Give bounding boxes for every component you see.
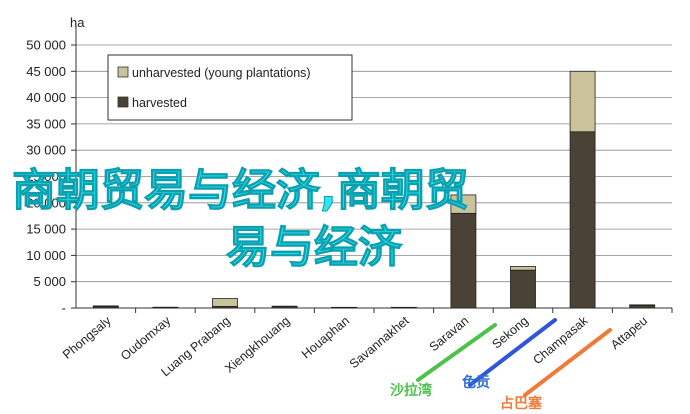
decorative-strokes: 沙拉湾 色贡 占巴塞 [390,318,612,412]
y-tick-labels: 50 000 45 000 40 000 35 000 30 000 25 000 20 0… [26,38,66,316]
y-tick-label: 15 000 [26,222,66,237]
watermark-saravan: 沙拉湾 [390,382,432,399]
y-tick-label: 10 000 [26,248,66,263]
watermark-champasak: 占巴塞 [500,395,543,412]
y-tick-label: - [62,301,66,316]
y-tick-label: 20 000 [26,195,66,210]
y-tick-label: 30 000 [26,143,66,158]
legend-label-harvested: harvested [132,96,187,110]
y-tick-label: 25 000 [26,169,66,184]
x-tick-label: Sekong [489,314,531,352]
y-tick-label: 50 000 [26,38,66,53]
bars [92,70,656,309]
bar-unharvested-attapeu [629,304,656,306]
legend-label-unharvested: unharvested (young plantations) [132,66,311,80]
bar-harvested-sekong [510,269,536,309]
legend-swatch-harvested [117,96,129,108]
y-tick-label: 45 000 [26,64,66,79]
y-tick-label: 5 000 [33,274,66,289]
overlay-line-1: 商朝贸易与经济,商朝贸 [12,165,469,216]
x-tick-label: Phongsaly [60,313,114,362]
y-unit-label: ha [70,15,85,30]
x-tick-label: Houaphan [299,314,352,362]
overlay-caption: 商朝贸易与经济,商朝贸 易与经济 [12,165,470,274]
x-tick-label: Attapeu [608,314,650,352]
legend: unharvested (young plantations) harveste… [107,54,353,121]
bar-harvested-saravan [450,212,477,309]
y-tick-label: 35 000 [26,116,66,131]
bar-unharvested-sekong [510,266,536,271]
legend-swatch-unharvested [117,66,129,78]
bar-unharvested-luang-prabang [212,298,238,307]
x-tick-label: Oudomxay [118,313,174,363]
y-tick-label: 40 000 [26,90,66,105]
watermark-sekong: 色贡 [462,374,490,391]
overlay-line-2: 易与经济 [226,222,403,273]
bar-harvested-champasak [569,131,596,309]
x-tick-label: Xiengkhouang [222,314,292,376]
bar-unharvested-phongsaly [92,305,119,307]
bar-unharvested-saravan [450,194,477,214]
x-tick-label: Champasak [530,313,591,367]
bar-unharvested-champasak [569,70,596,133]
x-tick-label: Savannakhet [347,313,412,371]
